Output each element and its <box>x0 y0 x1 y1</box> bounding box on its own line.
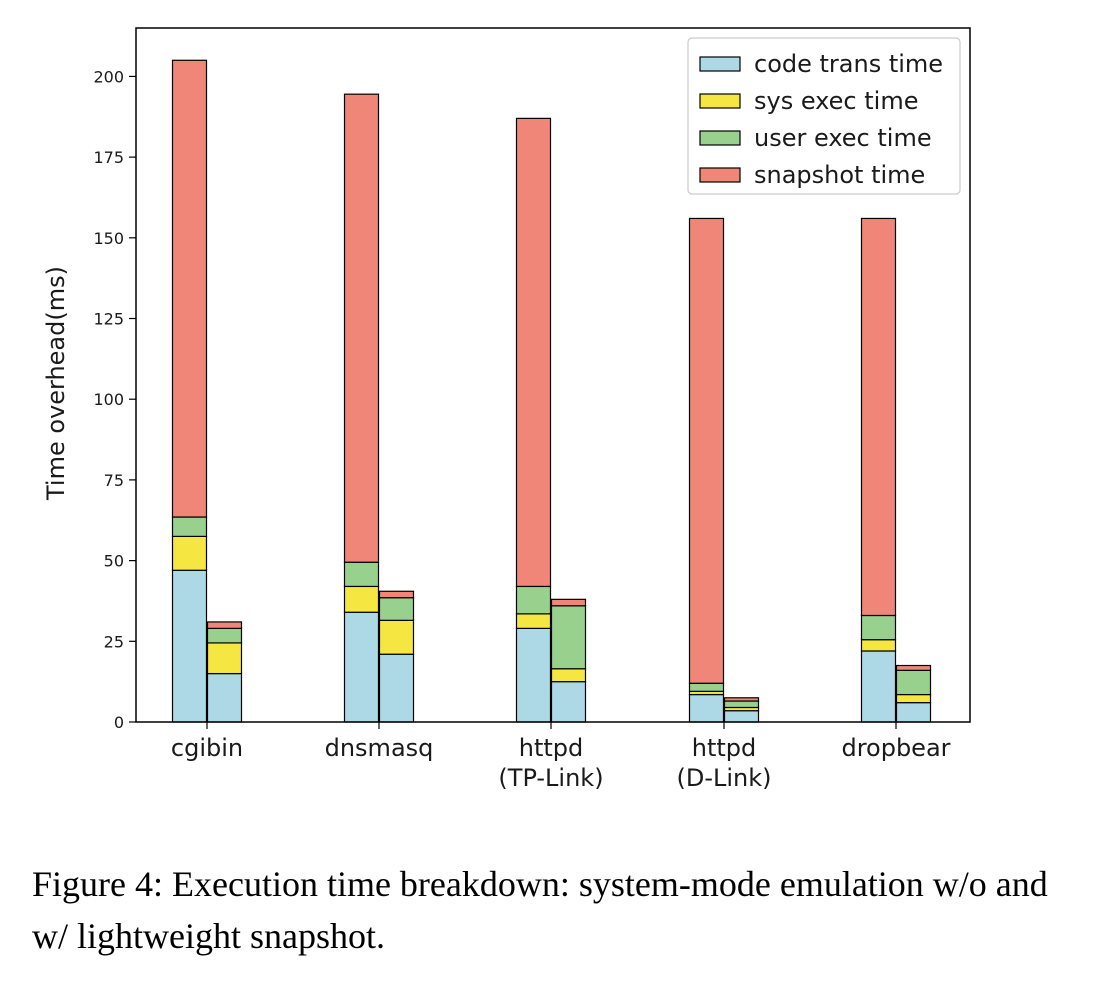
y-tick-label: 175 <box>93 148 124 167</box>
bar-segment-sys-exec-time <box>860 639 897 652</box>
bar-segment-code-trans-time <box>688 693 725 723</box>
y-tick-label: 25 <box>104 632 124 651</box>
bar-segment-user-exec-time <box>343 561 380 588</box>
bar-segment-snapshot-time <box>378 590 415 599</box>
y-tick-label: 150 <box>93 229 124 248</box>
bar-group <box>343 93 415 723</box>
x-tick-label: dnsmasq <box>325 734 434 762</box>
bar-segment-code-trans-time <box>343 611 380 723</box>
bar-segment-code-trans-time <box>723 710 760 723</box>
bar-segment-user-exec-time <box>171 516 208 537</box>
legend-label: user exec time <box>754 124 932 152</box>
bar-segment-snapshot-time <box>895 664 932 671</box>
x-tick-label: httpd <box>692 734 757 762</box>
y-tick-label: 50 <box>104 552 124 571</box>
bar-segment-user-exec-time <box>860 614 897 641</box>
bar-segment-snapshot-time <box>171 59 208 518</box>
bar-segment-user-exec-time <box>550 605 587 670</box>
bar-segment-user-exec-time <box>723 700 760 709</box>
x-axis: cgibin dnsmasq httpd(TP-Link)httpd(D-Link)… <box>171 722 951 792</box>
bar-segment-user-exec-time <box>515 585 552 615</box>
bar-segment-code-trans-time <box>515 627 552 723</box>
bar-segment-snapshot-time <box>860 217 897 617</box>
bar-segment-sys-exec-time <box>895 693 932 704</box>
bar-segment-snapshot-time <box>688 217 725 684</box>
x-tick-label: httpd <box>519 734 584 762</box>
bar-segment-user-exec-time <box>688 682 725 692</box>
bar-segment-code-trans-time <box>171 569 208 723</box>
y-tick-label: 0 <box>114 713 124 732</box>
bar-segment-sys-exec-time <box>378 619 415 655</box>
legend: code trans time sys exec time user exec ti… <box>687 37 961 195</box>
bar-group <box>171 59 243 723</box>
bar-segment-sys-exec-time <box>343 585 380 613</box>
x-tick-label: cgibin <box>171 734 243 762</box>
legend-label: sys exec time <box>754 87 918 115</box>
bar-segment-snapshot-time <box>206 621 243 629</box>
legend-swatch <box>699 167 741 183</box>
bar-segment-sys-exec-time <box>206 642 243 675</box>
bar-segment-code-trans-time <box>860 650 897 723</box>
bar-segment-user-exec-time <box>378 597 415 621</box>
legend-swatch <box>699 130 741 146</box>
y-tick-label: 100 <box>93 390 124 409</box>
bar-segment-sys-exec-time <box>171 535 208 571</box>
bar-group <box>860 217 932 723</box>
y-axis-title: Time overhead(ms) <box>42 266 70 501</box>
bars-layer <box>171 59 932 723</box>
plot-frame <box>135 27 971 723</box>
legend-label: code trans time <box>754 50 943 78</box>
bar-group <box>515 117 587 723</box>
bar-segment-code-trans-time <box>206 672 243 723</box>
bar-segment-snapshot-time <box>723 697 760 702</box>
x-tick-label: dropbear <box>841 734 950 762</box>
bar-segment-user-exec-time <box>895 669 932 696</box>
bar-segment-code-trans-time <box>378 653 415 723</box>
bar-segment-code-trans-time <box>550 681 587 723</box>
bar-segment-snapshot-time <box>515 117 552 588</box>
bar-segment-sys-exec-time <box>550 668 587 683</box>
y-tick-label: 125 <box>93 310 124 329</box>
bar-group <box>688 217 760 723</box>
legend-label: snapshot time <box>754 161 925 189</box>
y-tick-label: 75 <box>104 471 124 490</box>
x-tick-sublabel: (TP-Link) <box>498 764 603 792</box>
bar-segment-snapshot-time <box>550 598 587 607</box>
legend-swatch <box>699 56 741 72</box>
figure-caption: Figure 4: Execution time breakdown: syst… <box>32 864 1048 956</box>
bar-segment-code-trans-time <box>895 702 932 723</box>
y-axis: 0 25 50 75 100 125 150 175 200 <box>93 67 136 732</box>
stacked-bar-chart: 0 25 50 75 100 125 150 175 200 cgibin dnsmasq http… <box>42 27 971 792</box>
bar-segment-sys-exec-time <box>515 613 552 629</box>
legend-box <box>687 37 961 195</box>
legend-swatch <box>699 93 741 109</box>
bar-segment-snapshot-time <box>343 93 380 563</box>
x-tick-sublabel: (D-Link) <box>676 764 771 792</box>
y-tick-label: 200 <box>93 67 124 86</box>
bar-segment-user-exec-time <box>206 627 243 644</box>
